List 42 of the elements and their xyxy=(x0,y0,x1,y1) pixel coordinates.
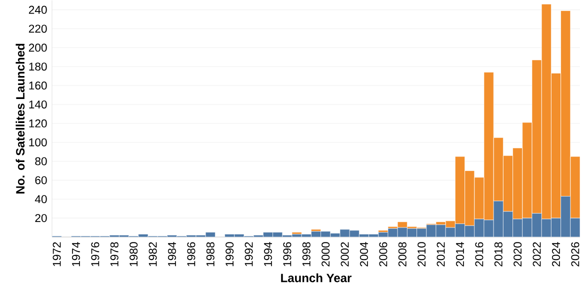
x-tick-label: 2014 xyxy=(456,242,464,266)
x-tick-label: 2008 xyxy=(398,242,406,266)
x-tick-label: 2002 xyxy=(340,242,349,266)
y-tick-label: 180 xyxy=(29,62,47,71)
y-axis-title: No. of Satellites Launched xyxy=(16,44,25,194)
y-tick-label: 60 xyxy=(35,176,47,184)
x-tick-label: 1996 xyxy=(283,242,292,266)
x-tick-label: 2026 xyxy=(571,242,580,266)
y-tick-label: 240 xyxy=(28,6,47,14)
y-tick-label: 20 xyxy=(35,214,47,222)
y-tick-label: 100 xyxy=(29,138,47,146)
x-tick-label: 2018 xyxy=(494,242,502,266)
x-tick-label: 1972 xyxy=(52,242,61,266)
x-tick-label: 2004 xyxy=(360,242,368,266)
x-tick-label: 2010 xyxy=(418,242,426,266)
y-tick-label: 40 xyxy=(34,195,47,204)
x-axis-title: Launch Year xyxy=(281,273,352,282)
x-tick-label: 2012 xyxy=(436,242,445,266)
y-tick-label: 160 xyxy=(29,82,47,90)
x-tick-label: 1984 xyxy=(168,242,176,266)
x-tick-label: 2000 xyxy=(322,242,330,266)
x-tick-label: 1992 xyxy=(244,242,253,266)
x-tick-label: 2024 xyxy=(552,242,560,266)
y-tick-label: 140 xyxy=(29,100,47,108)
x-tick-label: 1976 xyxy=(91,242,100,266)
y-tick-label: 120 xyxy=(29,119,47,128)
x-tick-label: 1978 xyxy=(110,242,118,266)
x-tick-label: 2022 xyxy=(532,242,541,266)
x-tick-label: 1994 xyxy=(264,242,272,266)
x-tick-label: 1998 xyxy=(302,242,310,266)
x-tick-label: 2016 xyxy=(475,242,484,266)
x-tick-label: 1980 xyxy=(130,242,138,266)
y-tick-label: 220 xyxy=(28,24,47,33)
x-tick-label: 1982 xyxy=(148,242,157,266)
x-tick-label: 2020 xyxy=(514,242,522,266)
x-tick-label: 1988 xyxy=(206,242,214,266)
x-tick-label: 1974 xyxy=(72,242,80,266)
y-tick-label: 200 xyxy=(28,44,47,52)
x-tick-label: 1990 xyxy=(226,242,234,266)
x-tick-label: 2006 xyxy=(379,242,388,266)
y-tick-label: 80 xyxy=(35,157,47,166)
x-tick-label: 1986 xyxy=(187,242,196,266)
